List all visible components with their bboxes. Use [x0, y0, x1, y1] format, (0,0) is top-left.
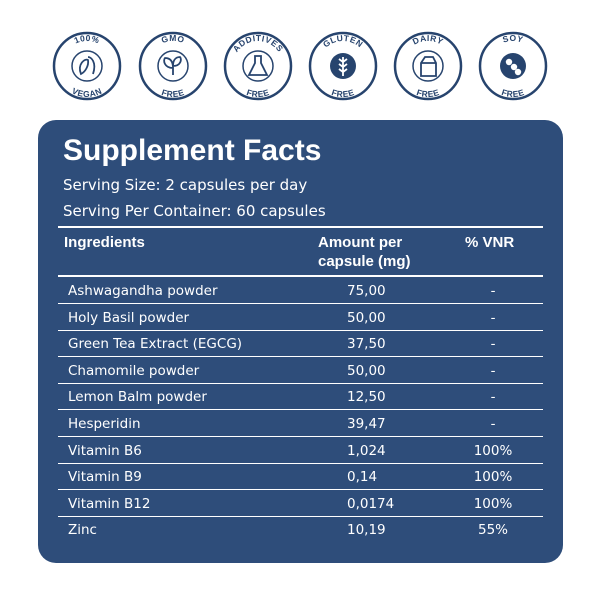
- vnr-value: -: [490, 362, 496, 379]
- sprout-icon: [163, 56, 182, 75]
- header-ingredients: Ingredients: [64, 234, 145, 251]
- row-divider: [58, 462, 543, 464]
- badges: 100%VEGANGMOFREEADDITIVESFREEGLUTENFREED…: [52, 31, 548, 101]
- amount-value: 75,00: [347, 283, 386, 299]
- badge: GMO FREE: [138, 31, 208, 101]
- wheat-icon: [338, 57, 348, 76]
- badge-bottom-text: FREE: [500, 87, 525, 99]
- badge-bottom-text: FREE: [330, 87, 355, 99]
- row-divider: [58, 515, 543, 517]
- ingredient-name: Chamomile powder: [68, 362, 200, 379]
- badge-bottom-text: FREE: [415, 87, 440, 99]
- amount-value: 50,00: [347, 362, 386, 379]
- ingredient-name: Ashwagandha powder: [68, 283, 218, 299]
- ingredient-name: Vitamin B6: [68, 442, 142, 459]
- badge-top-text: GLUTEN: [321, 33, 365, 50]
- divider: [58, 275, 543, 277]
- vnr-value: -: [490, 336, 496, 353]
- vnr-value: 55%: [477, 522, 508, 539]
- badge-bottom-text: VEGAN: [70, 86, 103, 99]
- ingredient-name: Hesperidin: [68, 416, 141, 432]
- badge-bottom-text: FREE: [245, 87, 270, 99]
- amount-value: 37,50: [347, 336, 386, 353]
- badge-bottom-text: FREE: [500, 87, 525, 99]
- icon-ring: [242, 50, 274, 82]
- badge-top-text: GMO: [160, 33, 186, 45]
- amount-value: 50,00: [347, 309, 386, 326]
- ingredient-name: Zinc: [68, 522, 97, 539]
- badge-ring: [223, 31, 293, 101]
- vnr-value: -: [490, 309, 496, 326]
- row-divider: [58, 356, 543, 358]
- ingredient-name: Vitamin B9: [68, 469, 142, 486]
- amount-value: 39,47: [347, 416, 386, 432]
- ingredient-name: Holy Basil powder: [68, 309, 190, 326]
- vnr-value: 100%: [473, 469, 513, 486]
- panel-title: Supplement Facts: [63, 134, 322, 167]
- vnr-value: -: [490, 389, 496, 406]
- badge-top-text: SOY: [501, 33, 524, 45]
- badge-bottom-text: FREE: [160, 87, 185, 99]
- servings-per-container: Serving Per Container: 60 capsules: [63, 202, 326, 220]
- bean-icon: [505, 58, 513, 66]
- badge-bottom-text: VEGAN: [70, 86, 103, 99]
- divider: [58, 226, 543, 228]
- badge-bottom-text: FREE: [330, 87, 355, 99]
- badge-bottom-text: FREE: [245, 87, 270, 99]
- vnr-value: -: [490, 283, 496, 299]
- icon-ring: [412, 50, 444, 82]
- badge: 100%VEGAN: [52, 31, 122, 101]
- flask-icon: [247, 55, 269, 76]
- row-divider: [58, 436, 543, 437]
- ingredient-name: Vitamin B12: [68, 495, 151, 512]
- amount-value: 0,0174: [347, 495, 395, 512]
- badge-bottom-text: FREE: [415, 87, 440, 99]
- badge: GLUTEN FREE: [308, 31, 378, 101]
- bean-icon: [514, 68, 522, 76]
- badge-ring: [393, 31, 463, 101]
- header-amount: Amount per capsule (mg): [318, 234, 411, 270]
- carton-icon: [420, 56, 437, 77]
- amount-value: 1,024: [347, 442, 386, 459]
- row-divider: [58, 382, 543, 384]
- amount-value: 10,19: [347, 522, 386, 539]
- vnr-value: 100%: [473, 495, 513, 512]
- bean-icon: [510, 63, 518, 71]
- row-divider: [58, 329, 543, 331]
- badge-top-text: GLUTEN: [321, 33, 365, 50]
- ingredient-name: Green Tea Extract (EGCG): [68, 336, 243, 353]
- badge: SOY FREE: [478, 31, 548, 101]
- row-divider: [58, 409, 543, 411]
- badge-top-text: SOY: [501, 33, 524, 45]
- ingredient-name: Lemon Balm powder: [68, 389, 207, 406]
- serving-size: Serving Size: 2 capsules per day: [63, 176, 308, 194]
- amount-value: 0,14: [347, 469, 378, 486]
- icon-ring: [157, 50, 189, 82]
- vnr-value: -: [490, 416, 496, 432]
- vnr-value: 100%: [473, 442, 513, 459]
- leaf-icon: [79, 56, 96, 76]
- icon-ring: [71, 50, 103, 82]
- badge-bottom-text: FREE: [160, 87, 185, 99]
- amount-value: 12,50: [347, 389, 386, 406]
- row-divider: [58, 489, 543, 491]
- row-divider: [58, 303, 543, 304]
- badge-top-text: GMO: [160, 33, 185, 45]
- supplement-panel: Supplement Facts Serving Size: 2 capsule…: [38, 120, 563, 563]
- header-vnr: % VNR: [465, 234, 515, 251]
